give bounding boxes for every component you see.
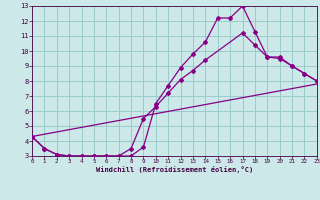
X-axis label: Windchill (Refroidissement éolien,°C): Windchill (Refroidissement éolien,°C): [96, 166, 253, 173]
